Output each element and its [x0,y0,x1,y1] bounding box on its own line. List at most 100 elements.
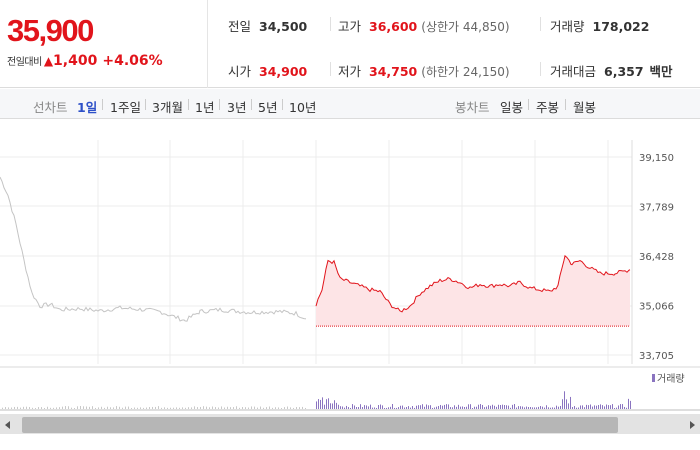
volume-bar [410,407,411,409]
volume-bar [628,398,629,409]
change-amount: 1,400 [53,53,98,69]
divider [540,62,541,76]
period-5y-button[interactable]: 5년 [258,100,278,115]
volume-legend-label: 거래량 [657,373,685,385]
volume-bar [44,407,45,409]
volume-bar [380,404,381,409]
volume-bar [125,406,126,409]
volume-bar [580,405,581,409]
volume-bar [131,407,132,409]
volume-bar [570,396,571,409]
volume-bar [622,404,623,409]
scroll-left-arrow-icon[interactable] [2,419,14,431]
volume-bar [161,407,162,409]
volume-bar [269,406,270,409]
volume-bar [608,405,609,409]
volume-bar [149,407,150,409]
volume-bar [516,407,517,409]
volume-bar [89,406,90,409]
volume-bar [62,406,63,409]
volume-bar [38,407,39,409]
volume-bar [610,405,611,409]
volume-bar [554,407,555,409]
volume-bar [626,407,627,409]
scroll-right-arrow-icon[interactable] [686,419,698,431]
volume-bar [520,406,521,409]
volume-bar [260,406,261,409]
volume-bar [384,407,385,409]
volume-bar [586,404,587,409]
volume-bar [332,403,333,409]
trade-value-label: 거래대금 [550,64,597,79]
volume-bar [65,406,66,409]
volume-bar [104,407,105,409]
period-10y-button[interactable]: 10년 [289,100,317,115]
volume-bar [182,407,183,409]
volume-bar [502,404,503,409]
change-percent: +4.06% [102,53,163,69]
volume-bar [330,403,331,409]
volume-stat: 거래량 178,022 [550,16,649,35]
volume-bar [374,407,375,409]
volume-bar [454,405,455,409]
scrollbar-thumb[interactable] [22,417,618,433]
volume-bar [546,405,547,409]
volume-bar [456,406,457,409]
volume-bar [218,407,219,409]
period-1w-button[interactable]: 1주일 [110,100,141,115]
volume-bar [604,406,605,409]
period-1d-button[interactable]: 1일 [77,100,98,115]
today-fill-area [316,255,630,327]
volume-bar [334,400,335,409]
volume-bar [446,404,447,409]
volume-bar [296,407,297,409]
volume-bar [113,407,114,409]
prev-close-value: 34,500 [259,19,308,34]
divider [219,99,220,110]
volume-bar [440,404,441,409]
volume-bar [370,404,371,409]
candle-weekly-button[interactable]: 주봉 [536,100,560,115]
volume-bar [328,398,329,409]
volume-bar [612,404,613,409]
volume-bar [382,405,383,409]
volume-label: 거래량 [550,19,585,34]
volume-bar [450,407,451,409]
change-label: 전일대비 [7,57,42,68]
divider [251,99,252,110]
volume-bar [602,405,603,409]
volume-bar [200,406,201,409]
y-tick-label: 39,150 [639,153,674,164]
volume-bar [230,407,231,409]
candle-daily-button[interactable]: 일봉 [500,100,524,115]
volume-bar [378,405,379,409]
volume-bar [576,407,577,409]
candle-monthly-button[interactable]: 월봉 [573,100,597,115]
volume-bar [356,407,357,409]
volume-bar [134,407,135,409]
current-price: 35,900 [7,13,94,48]
volume-bar [402,405,403,409]
volume-bar [394,407,395,409]
up-triangle-icon: ▲ [43,54,54,68]
chart-grid [0,140,633,364]
volume-bar [482,404,483,409]
volume-bar [354,405,355,409]
volume-bar [206,406,207,409]
volume-bar [532,407,533,409]
volume-bar [336,402,337,409]
period-1y-button[interactable]: 1년 [195,100,215,115]
period-3m-button[interactable]: 3개월 [152,100,183,115]
volume-bar [342,406,343,409]
volume-bar [588,405,589,409]
volume-bar [179,407,180,409]
prev-close-label: 전일 [228,19,252,34]
volume-bar [254,406,255,409]
volume-bar [430,405,431,409]
volume-bar [568,403,569,409]
volume-bar [556,405,557,409]
volume-bar [305,407,306,409]
period-3y-button[interactable]: 3년 [227,100,247,115]
volume-bar [110,407,111,409]
